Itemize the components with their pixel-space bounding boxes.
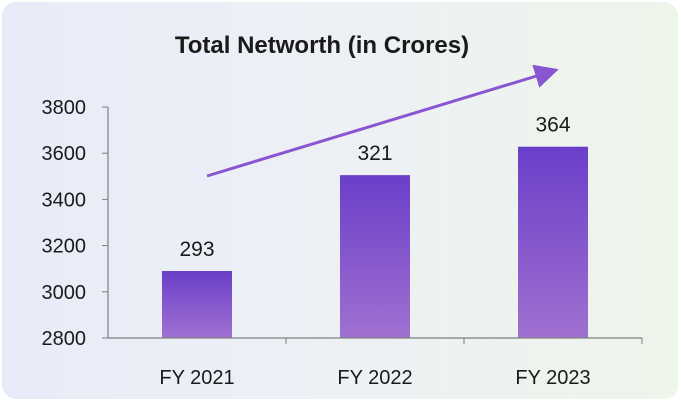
x-tick-label: FY 2023 — [515, 367, 590, 389]
data-label: 321 — [357, 142, 392, 165]
x-tick-label: FY 2021 — [159, 367, 234, 389]
x-tick-label: FY 2022 — [337, 367, 412, 389]
y-tick-label: 2800 — [42, 328, 87, 350]
y-tick-label: 3200 — [42, 236, 87, 258]
chart-title: Total Networth (in Crores) — [175, 32, 469, 59]
data-label: 364 — [535, 114, 570, 137]
trend-arrow — [206, 64, 559, 178]
data-label: 293 — [179, 238, 214, 261]
chart-panel: Total Networth (in Crores) 2800 3000 3200 3… — [2, 2, 678, 399]
y-tick-label: 3800 — [42, 97, 87, 119]
bar — [340, 175, 410, 338]
y-tick-label: 3000 — [42, 282, 87, 304]
bar — [162, 271, 232, 338]
y-tick-label: 3400 — [42, 189, 87, 211]
y-tick-label: 3600 — [42, 143, 87, 165]
bar — [518, 146, 588, 338]
